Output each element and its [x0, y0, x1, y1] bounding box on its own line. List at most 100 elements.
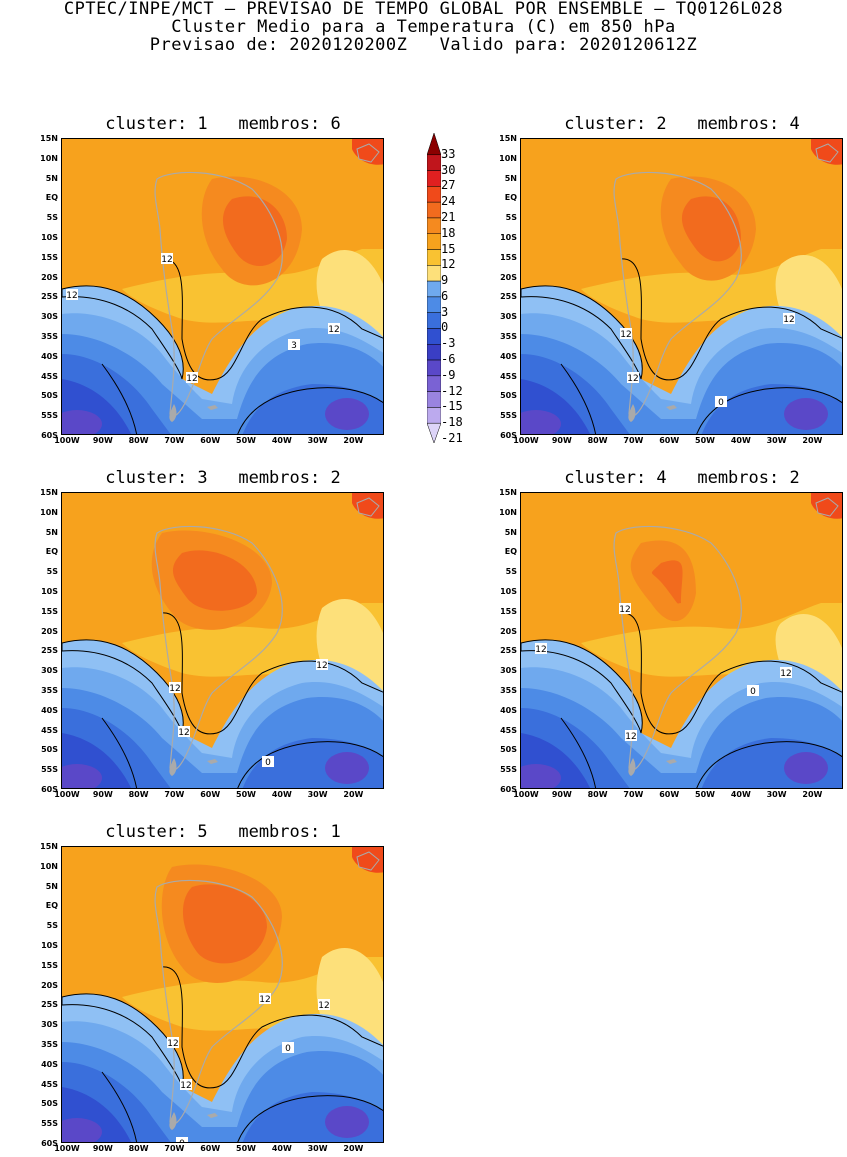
contour-0-west [101, 363, 138, 434]
contour-label-text: 0 [750, 687, 756, 697]
temperature-map-1: 12 12 12 12 3 [61, 138, 384, 435]
latitude-tick-label: EQ [45, 901, 58, 911]
longitude-tick-label: 90W [92, 1144, 113, 1153]
latitude-tick-label: 25S [41, 292, 58, 302]
latitude-tick-label: 35S [41, 332, 58, 341]
latitude-tick-label: 10S [500, 233, 517, 242]
longitude-tick-label: 30W [307, 436, 328, 445]
longitude-tick-label: 70W [164, 1144, 185, 1153]
longitude-tick-label: 60W [200, 1144, 221, 1153]
contour-label-text: 0 [179, 1139, 185, 1143]
contour-label-bg [328, 323, 340, 334]
contour-label-bg [620, 328, 632, 339]
field-m9-m6 [784, 752, 828, 784]
contour-label-text: 3 [291, 341, 297, 351]
latitude-tick-label: 25S [41, 646, 58, 656]
latitude-tick-label: 45S [41, 371, 58, 381]
contour-label-bg [186, 372, 198, 383]
latitude-tick-label: 20S [500, 272, 517, 282]
latitude-tick-label: 60S [41, 1139, 58, 1148]
colorbar-swatch [427, 422, 441, 443]
latitude-tick-label: 55S [500, 765, 517, 775]
contour-label: 12 [180, 1079, 192, 1091]
longitude-tick-label: 30W [766, 436, 787, 445]
colorbar-swatch [427, 375, 441, 392]
colorbar-label: -6 [441, 352, 456, 367]
contour-12-west [62, 285, 184, 380]
latitude-tick-label: 10N [40, 507, 58, 517]
field-m9-m6 [325, 752, 369, 784]
contour-label-text: 12 [780, 669, 791, 679]
contour-label-text: 12 [66, 291, 77, 301]
latitude-tick-label: 35S [500, 332, 517, 341]
panel-title: cluster: 1 membros: 6 [105, 114, 341, 134]
contour-label: 0 [715, 396, 727, 408]
contour-label: 12 [178, 726, 190, 738]
longitude-tick-label: 40W [271, 1144, 292, 1153]
latitude-tick-label: 40S [41, 1059, 58, 1069]
falkland-islands [207, 1113, 218, 1118]
longitude-tick-label: 40W [271, 436, 292, 445]
contour-label: 3 [288, 339, 300, 351]
temperature-map-3: 12 12 12 0 [61, 492, 384, 789]
colorbar-label: 9 [441, 273, 449, 288]
longitude-tick-label: 50W [236, 436, 256, 445]
longitude-tick-label: 100W [513, 436, 539, 445]
longitude-tick-label: 70W [623, 790, 644, 799]
latitude-tick-label: 5S [46, 921, 58, 931]
longitude-tick-label: 100W [54, 1144, 80, 1153]
contour-label-text: 0 [285, 1044, 291, 1054]
contour-label-bg [282, 1042, 294, 1053]
contour-label: 12 [328, 323, 340, 335]
contour-label-bg [259, 993, 271, 1004]
latitude-tick-label: 5S [505, 567, 517, 577]
contour-label-text: 12 [625, 732, 636, 742]
contour-label-text: 12 [186, 374, 197, 384]
latitude-tick-label: 10N [499, 507, 517, 517]
colorbar-swatch [427, 133, 441, 156]
contour-12-east [161, 258, 383, 381]
longitude-tick-label: 100W [54, 436, 80, 445]
latitude-tick-label: 5S [505, 213, 517, 223]
contour-label-text: 12 [619, 605, 630, 615]
latitude-tick-label: 5S [46, 567, 58, 577]
latitude-tick-label: 40S [41, 705, 58, 715]
latitude-tick-label: 15N [40, 842, 58, 851]
contour-label-text: 12 [535, 645, 546, 655]
colorbar-swatch [427, 407, 441, 424]
latitude-tick-label: 50S [41, 745, 58, 755]
colorbar-swatch [427, 359, 441, 377]
latitude-tick-label: 20S [41, 272, 58, 282]
longitude-tick-label: 90W [92, 436, 113, 445]
latitude-tick-label: 20S [41, 980, 58, 990]
latitude-tick-label: 5S [46, 213, 58, 223]
colorbar-label: 6 [441, 288, 449, 303]
field-24-27-ne [352, 139, 383, 165]
longitude-tick-label: 80W [587, 436, 608, 445]
latitude-tick-label: 45S [500, 371, 517, 381]
contour-0-west [101, 1071, 138, 1142]
tierra-del-fuego [169, 1112, 177, 1130]
contour-label-bg [619, 603, 631, 614]
latitude-tick-label: 40S [500, 351, 517, 361]
longitude-tick-label: 20W [343, 1144, 364, 1153]
longitude-tick-label: 60W [659, 436, 680, 445]
longitude-tick-label: 70W [164, 790, 185, 799]
field-m9-m6-west [521, 410, 561, 434]
contour-label: 0 [262, 756, 274, 768]
contour-12-east [620, 612, 842, 735]
latitude-tick-label: 20S [41, 626, 58, 636]
contour-12-east [161, 612, 383, 735]
contour-0-east [237, 1095, 383, 1142]
longitude-tick-label: 50W [695, 436, 715, 445]
latitude-tick-label: 10N [499, 153, 517, 163]
latitude-tick-label: 25S [41, 1000, 58, 1010]
contour-12-east [161, 966, 383, 1089]
contour-label-text: 0 [265, 758, 271, 768]
longitude-tick-label: 50W [695, 790, 715, 799]
latitude-tick-label: 45S [41, 1079, 58, 1089]
field-m9-m6 [325, 1106, 369, 1138]
panel-title: cluster: 4 membros: 2 [564, 468, 800, 488]
latitude-tick-label: EQ [504, 193, 517, 203]
latitude-tick-label: 45S [41, 725, 58, 735]
